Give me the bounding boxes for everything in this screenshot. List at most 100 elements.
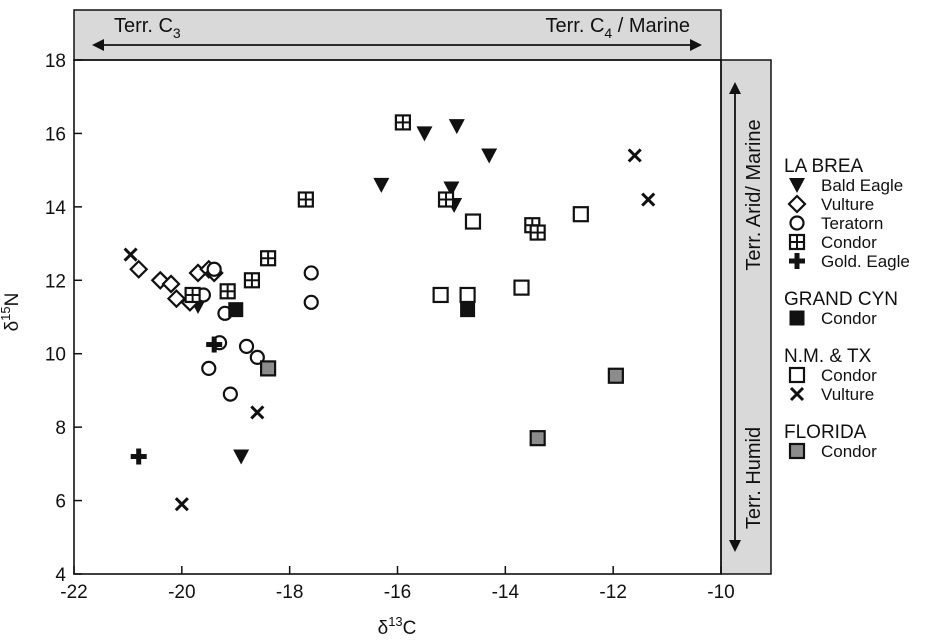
legend-marker: [789, 178, 805, 193]
y-tick-label: 16: [45, 124, 66, 145]
y-axis-label: δ15N: [0, 293, 23, 332]
legend-item-label: Condor: [821, 233, 877, 252]
habitat-bands: Terr. C3 Terr. C4 / Marine Terr. Arid/ Mar…: [73, 9, 772, 575]
legend-marker: [789, 310, 805, 326]
data-point: [607, 367, 624, 384]
top-band-arrow-right: [690, 39, 702, 51]
legend-marker: [789, 253, 805, 269]
data-point: [437, 191, 455, 208]
x-tick-label: -20: [168, 582, 195, 603]
series-la-brea-bald-eagle: [190, 119, 498, 465]
legend-group-title: LA BREA: [784, 156, 864, 177]
x-tick-label: -12: [599, 582, 626, 603]
data-point: [184, 286, 201, 304]
y-tick-label: 4: [55, 565, 66, 586]
y-tick-label: 6: [55, 492, 66, 513]
legend-group-title: GRAND CYN: [784, 289, 898, 310]
series-grand-cyn-condor: [228, 302, 476, 318]
series-n-m-tx-vulture: [123, 148, 656, 512]
y-tick-label: 14: [45, 198, 67, 219]
data-point: [233, 449, 250, 465]
x-tick-label: -14: [492, 582, 520, 603]
top-band: [73, 9, 722, 61]
y-tick-label: 8: [55, 418, 66, 439]
series-la-brea-gold-eagle: [130, 336, 223, 465]
legend-item-label: Condor: [821, 309, 877, 328]
x-tick-label: -22: [60, 582, 87, 603]
axes: -22 -20 -18 -16 -14 -12 -10 4 6 8 10 12 14 16 18 δ13C δ1…: [0, 51, 735, 639]
data-point: [394, 114, 411, 131]
data-point: [238, 338, 255, 354]
data-point: [297, 191, 314, 208]
data-point: [219, 283, 236, 300]
data-point: [228, 302, 244, 318]
data-point: [222, 386, 238, 402]
legend-item-label: Condor: [821, 366, 877, 385]
data-point: [206, 261, 222, 277]
data-point: [174, 497, 189, 512]
series-la-brea-condor: [184, 114, 546, 304]
data-point: [206, 336, 223, 353]
legend-item-label: Vulture: [821, 385, 874, 404]
plot-frame: [73, 59, 722, 575]
x-tick-label: -10: [707, 582, 734, 603]
legend-group-title: N.M. & TX: [784, 346, 872, 367]
right-band-arrow-down: [729, 540, 741, 552]
y-tick-label: 10: [45, 345, 66, 366]
top-band-arrow-left: [92, 39, 104, 51]
legend-group-title: FLORIDA: [784, 422, 867, 443]
legend-item-label: Gold. Eagle: [821, 252, 910, 271]
right-band-top-label: Terr. Arid/ Marine: [743, 119, 765, 270]
data-point: [432, 286, 449, 304]
data-point: [513, 279, 530, 296]
data-point: [448, 119, 465, 135]
legend-marker: [787, 194, 807, 214]
data-point: [572, 206, 589, 223]
x-tick-label: -18: [276, 582, 303, 603]
data-point: [243, 272, 261, 289]
data-point: [303, 265, 319, 281]
data-point: [464, 213, 482, 230]
data-point: [373, 177, 390, 193]
data-point: [166, 289, 186, 309]
data-point: [460, 302, 476, 318]
legend-item-label: Teratorn: [821, 214, 883, 233]
data-points: [123, 114, 656, 512]
data-point: [303, 294, 319, 310]
legend-item-label: Bald Eagle: [821, 176, 903, 195]
data-point: [641, 192, 656, 207]
legend-marker: [788, 366, 806, 384]
legend-marker: [788, 442, 806, 460]
data-point: [129, 259, 149, 279]
legend-marker: [789, 215, 805, 231]
data-point: [201, 360, 217, 376]
data-point: [130, 448, 147, 465]
data-point: [123, 247, 138, 262]
data-point: [529, 430, 546, 447]
x-axis-label: δ13C: [378, 614, 417, 639]
legend-item-label: Vulture: [821, 195, 874, 214]
right-band-arrow-up: [729, 82, 741, 94]
data-point: [443, 181, 460, 197]
legend-marker: [789, 386, 805, 402]
data-point: [260, 250, 277, 267]
series-n-m-tx-condor: [432, 206, 589, 304]
top-band-left-label: Terr. C3: [114, 15, 181, 41]
data-point: [260, 360, 277, 377]
x-tick-label: -16: [384, 582, 411, 603]
data-point: [250, 405, 265, 420]
data-point: [529, 224, 546, 241]
data-point: [416, 126, 433, 142]
data-point: [459, 286, 476, 304]
right-band: [720, 59, 772, 575]
y-tick-label: 18: [45, 51, 66, 72]
series-florida-condor: [260, 360, 624, 447]
data-point: [627, 148, 642, 163]
legend-item-label: Condor: [821, 442, 877, 461]
top-band-right-label: Terr. C4 / Marine: [545, 15, 690, 41]
y-tick-label: 12: [45, 271, 66, 292]
right-band-bottom-label: Terr. Humid: [743, 427, 765, 529]
data-point: [481, 148, 498, 164]
